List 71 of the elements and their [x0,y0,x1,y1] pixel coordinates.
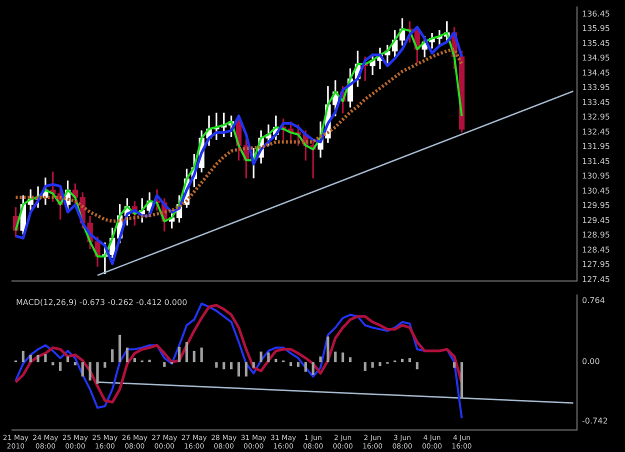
y-tick-label: 135.45 [582,38,610,48]
y-tick-label: 128.95 [582,230,610,240]
bar [296,362,300,367]
bar [133,358,136,362]
bar [453,362,456,368]
bar [237,362,240,377]
bar [52,362,54,366]
bar [111,349,114,362]
bar [148,360,151,362]
bar [304,362,307,372]
bar [364,362,366,371]
y-tick-label: 130.95 [582,172,610,181]
bar [178,346,181,362]
bar [36,354,40,362]
y-tick-label: 133.95 [582,83,610,92]
bar [222,362,226,370]
bar [326,336,330,362]
bar [22,350,24,362]
bar [274,358,278,362]
bar [185,342,188,362]
y-tick-label: 128.45 [582,245,610,254]
bar [104,362,106,368]
bar [334,352,337,362]
y-tick-label: 134.45 [582,68,610,78]
bar [312,362,314,375]
bar [215,362,218,368]
bar [244,362,248,377]
y-tick-label: 0.00 [582,357,600,366]
bar [96,362,99,384]
y-tick-label: 127.45 [582,274,610,284]
bar [378,362,382,366]
bar [88,362,92,381]
y-tick-label: 133.45 [582,98,610,107]
y-tick-label: 132.95 [582,112,610,122]
y-tick-label: 131.95 [582,142,610,152]
bar [126,348,129,362]
bar [118,334,122,362]
bar [260,352,262,362]
y-tick-label: -0.742 [582,416,608,426]
y-tick-label: 130.45 [582,186,610,196]
bar [59,362,62,371]
bar [400,358,404,362]
chart-title: MACD(12,26,9) -0.673 -0.262 -0.412 0.000 [16,298,188,307]
bar [192,350,196,362]
bar [408,358,412,362]
bar [252,362,255,368]
bar [371,362,374,368]
bar [29,354,32,362]
bar [44,354,47,362]
bar [81,362,84,377]
bar [230,362,233,370]
bar [342,352,344,362]
y-tick-label: 0.764 [582,296,605,305]
bar [74,362,76,366]
bar [348,357,352,362]
bar [200,348,203,362]
y-tick-label: 129.95 [582,201,610,210]
y-tick-label: 129.45 [582,216,610,225]
y-tick-label: 127.95 [582,260,610,270]
bar [289,362,292,366]
y-tick-label: 131.45 [582,156,610,166]
y-tick-label: 134.95 [582,54,610,63]
bar [460,362,464,398]
y-tick-label: 135.95 [582,24,610,34]
y-tick-label: 136.45 [582,9,610,18]
y-tick-label: 132.45 [582,127,610,136]
bar [66,356,70,362]
bar [267,352,270,362]
bar [416,362,418,370]
bar [319,356,322,362]
bar [163,362,166,367]
